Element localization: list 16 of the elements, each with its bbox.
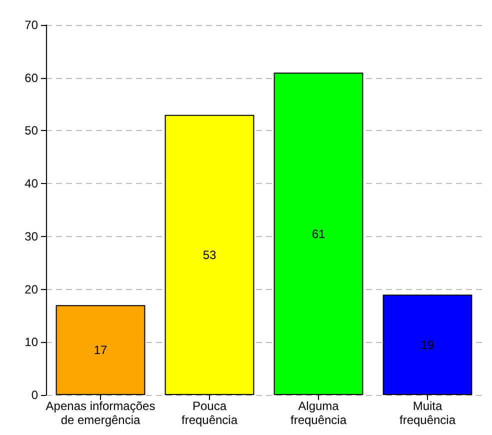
y-tick-label: 50 [24, 124, 38, 138]
y-tick-label: 70 [24, 18, 38, 32]
y-tick-label: 60 [24, 70, 38, 85]
data-label: 61 [312, 226, 326, 241]
x-tick-label: Alguma frequência [290, 399, 347, 427]
y-tick-label: 30 [24, 229, 38, 244]
x-tick-label: Apenas informações de emergência [46, 399, 156, 427]
y-tick-label: 10 [24, 335, 38, 350]
data-label: 17 [94, 343, 108, 358]
data-label: 53 [202, 248, 216, 262]
data-label: 19 [420, 338, 434, 352]
y-tick-label: 20 [24, 282, 38, 296]
y-tick-label: 40 [24, 176, 38, 191]
y-tick-label: 0 [31, 388, 38, 402]
x-tick-label: Muita frequência [399, 399, 456, 427]
x-tick-label: Pouca frequência [181, 399, 238, 427]
